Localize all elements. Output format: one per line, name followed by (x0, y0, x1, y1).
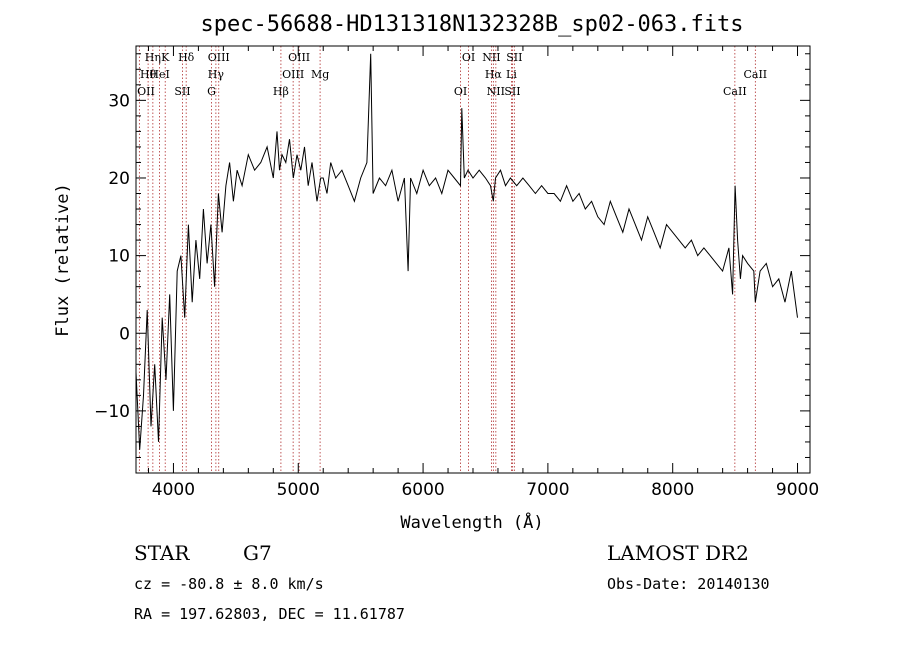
spectral-line-label: OI (462, 51, 475, 64)
spectrum-line (135, 53, 798, 450)
spectral-line-label: CaII (743, 68, 767, 81)
y-tick-label: 10 (108, 247, 130, 267)
spectral-line-label: OIII (282, 68, 304, 81)
y-tick-label: −10 (94, 402, 130, 422)
spectral-line-label: Li (506, 68, 517, 81)
spectral-line-label: OIII (208, 51, 230, 64)
y-tick-label: 0 (119, 324, 130, 344)
spectral-line-label: OIII (288, 51, 310, 64)
x-tick-label: 6000 (401, 480, 444, 500)
plot-frame (135, 45, 811, 474)
spectral-line-label: OII (137, 85, 155, 98)
redshift-velocity: cz = -80.8 ± 8.0 km/s (134, 575, 324, 593)
y-axis-label: Flux (relative) (53, 183, 73, 337)
object-class: STAR (134, 541, 190, 565)
spectral-line-label: SII (504, 85, 520, 98)
chart-title: spec-56688-HD131318N132328B_sp02-063.fit… (200, 12, 743, 37)
spectral-line-label: SII (174, 85, 190, 98)
spectral-line-label: Hδ (178, 51, 195, 64)
x-tick-label: 8000 (651, 480, 694, 500)
spectral-line-label: Hθ (140, 68, 157, 81)
object-subclass: G7 (243, 541, 272, 565)
x-tick-label: 7000 (526, 480, 569, 500)
spectral-line-label: Hγ (208, 68, 225, 81)
spectral-line-label: K (161, 51, 170, 64)
sky-coordinates: RA = 197.62803, DEC = 11.61787 (134, 605, 405, 623)
spectrum-series-group (135, 53, 798, 450)
spectral-line-label: SII (506, 51, 522, 64)
survey-name: LAMOST DR2 (607, 541, 749, 565)
x-tick-label: 4000 (152, 480, 195, 500)
spectral-line-label: OI (454, 85, 467, 98)
spectral-line-label: Mg (311, 68, 329, 81)
observation-date: Obs-Date: 20140130 (607, 575, 770, 593)
spectral-line-label: NII (482, 51, 500, 64)
spectral-line-label: Hα (485, 68, 503, 81)
y-axis-ticks: −10 0 10 20 30 (94, 53, 810, 458)
spectral-line-markers (138, 46, 756, 473)
y-tick-label: 30 (108, 91, 130, 111)
x-axis-label: Wavelength (Å) (400, 511, 543, 533)
spectral-line-label: NII (487, 85, 505, 98)
x-tick-label: 9000 (776, 480, 819, 500)
spectral-line-label: CaII (723, 85, 747, 98)
x-tick-label: 5000 (277, 480, 320, 500)
x-axis-ticks: 4000 5000 6000 7000 8000 9000 (147, 46, 819, 500)
spectral-line-labels: HηHθOIIKHeISIIHδHγGOIIIOIIIHβOIIIMgOIOIH… (137, 51, 767, 98)
y-tick-label: 20 (108, 169, 130, 189)
spectral-line-label: Hη (145, 51, 161, 64)
spectral-line-label: G (207, 85, 216, 98)
spectral-line-label: Hβ (273, 85, 289, 98)
spectral-line-label: HeI (149, 68, 169, 81)
